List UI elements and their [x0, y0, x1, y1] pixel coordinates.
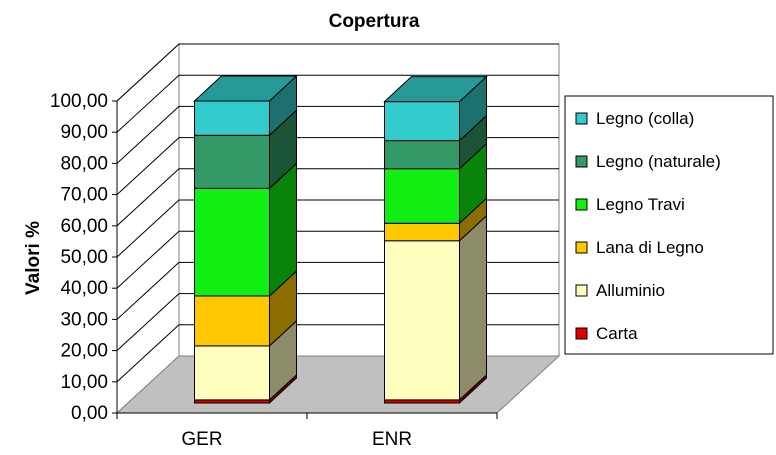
y-tick-label: 10,00 [60, 372, 108, 393]
legend-swatch [575, 198, 588, 211]
bar-top [383, 76, 488, 103]
legend-swatch [575, 241, 588, 254]
y-tick-label: 90,00 [60, 122, 108, 143]
legend-item: Lana di Legno [575, 238, 704, 257]
bar-segment [384, 197, 487, 242]
bar-segment [383, 75, 488, 142]
y-tick-label: 30,00 [60, 309, 108, 330]
bar-segment-front [384, 222, 460, 242]
bar-segment [384, 214, 487, 402]
y-tick-label: 100,00 [50, 91, 108, 112]
chart-title: Copertura [329, 11, 420, 32]
bar-segment [194, 319, 297, 402]
legend-label: Alluminio [596, 281, 665, 300]
bar-segment [194, 269, 297, 348]
axes: 0,00 10,00 20,00 30,00 40,00 50,00 60,00 70,00 8… [50, 91, 498, 450]
bar-stack-ger [193, 74, 298, 405]
x-category-label: ENR [372, 429, 412, 450]
legend-item: Carta [575, 324, 638, 343]
y-tick-label: 70,00 [60, 185, 108, 206]
legend-item: Legno (colla) [575, 109, 694, 128]
bar-segment-front [194, 100, 270, 136]
chart-walls [115, 42, 561, 415]
legend-item: Legno (naturale) [575, 152, 721, 171]
bar-segment-front [384, 168, 460, 224]
bar-segment-front [194, 134, 270, 189]
y-tick-label: 60,00 [60, 216, 108, 237]
y-tick-label: 80,00 [60, 153, 108, 174]
bar-segment-side [459, 214, 487, 402]
y-tick-label: 0,00 [71, 403, 108, 424]
legend-box [564, 95, 774, 355]
y-tick-label: 40,00 [60, 278, 108, 299]
legend-item: Alluminio [575, 281, 665, 300]
legend-label: Legno Travi [596, 195, 685, 214]
gridline [116, 43, 559, 102]
bar-top [193, 75, 298, 102]
bar-segment-front [194, 295, 270, 347]
bar-stack-enr [383, 75, 488, 405]
legend-swatch [575, 112, 588, 125]
gridline [116, 74, 559, 133]
legend-item: Legno Travi [575, 195, 685, 214]
y-axis-label: Valori % [23, 221, 44, 295]
legend-swatch [575, 155, 588, 168]
legend-label: Legno (colla) [596, 109, 694, 128]
bar-segment [193, 74, 298, 137]
bar-segment [384, 114, 487, 170]
floor [115, 355, 561, 414]
y-tick-label: 50,00 [60, 247, 108, 268]
legend-swatch [575, 327, 588, 340]
bar-segment [384, 142, 487, 225]
bars [193, 74, 488, 405]
bar-segment-front [194, 345, 270, 401]
legend-label: Lana di Legno [596, 238, 704, 257]
bar-segment-front [384, 101, 460, 142]
legend: Legno (colla) Legno (naturale) Legno Travi… [564, 95, 774, 355]
x-category-label: GER [181, 429, 222, 450]
bar-segment [194, 162, 297, 298]
bar-segment-front [384, 140, 460, 170]
legend-label: Carta [596, 324, 638, 343]
y-tick-label: 20,00 [60, 341, 108, 362]
legend-swatch [575, 284, 588, 297]
bar-segment-front [384, 240, 460, 401]
bar-segment-front [194, 187, 270, 297]
legend-label: Legno (naturale) [596, 152, 721, 171]
